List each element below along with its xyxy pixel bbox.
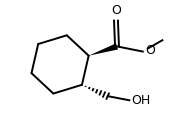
Text: O: O [145, 44, 155, 57]
Text: OH: OH [131, 94, 151, 107]
Text: O: O [111, 4, 121, 17]
Polygon shape [89, 43, 118, 56]
